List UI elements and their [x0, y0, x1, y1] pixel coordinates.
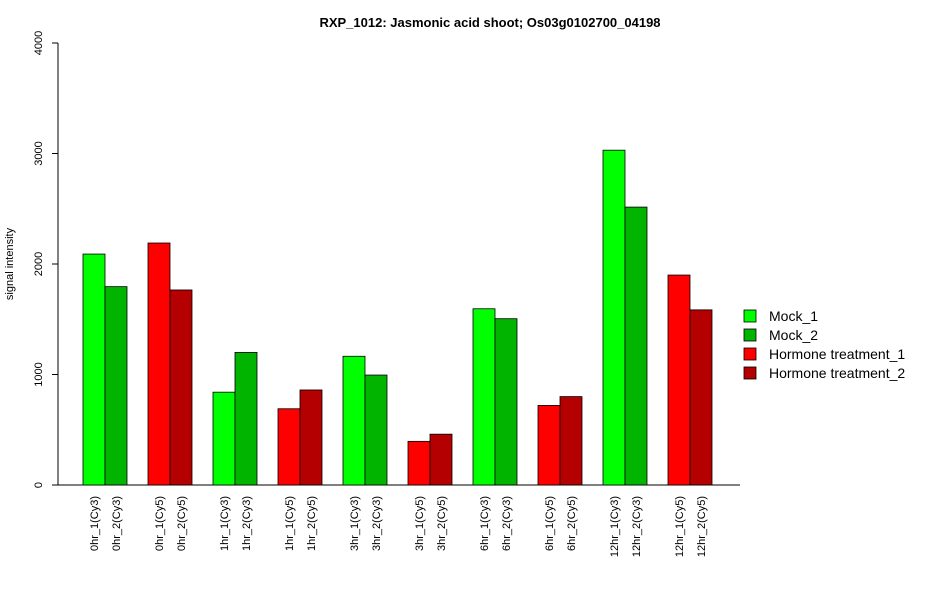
- x-tick-label: 3hr_1(Cy5): [414, 496, 426, 551]
- bar: [299, 389, 323, 486]
- x-tick-label: 3hr_2(Cy3): [371, 496, 383, 551]
- bar: [407, 440, 431, 486]
- x-tick-label: 1hr_2(Cy3): [241, 496, 253, 551]
- legend: Mock_1 Mock_2 Hormone treatment_1 Hormone t…: [743, 308, 905, 381]
- bar: [537, 405, 561, 486]
- bar: [277, 408, 301, 486]
- legend-swatch: [743, 328, 757, 342]
- legend-label: Mock_2: [769, 327, 818, 343]
- bar: [169, 289, 193, 486]
- bar: [559, 396, 583, 486]
- bar: [429, 433, 453, 486]
- y-axis: 0 1000 2000 3000 4000: [33, 31, 59, 488]
- bar: [667, 274, 691, 486]
- bar: [234, 351, 258, 486]
- x-tick-label: 6hr_2(Cy3): [501, 496, 513, 551]
- bar: [104, 286, 128, 486]
- x-tick-label: 12hr_1(Cy5): [674, 496, 686, 557]
- y-tick-label: 2000: [33, 252, 45, 276]
- x-tick-label: 6hr_1(Cy3): [479, 496, 491, 551]
- bar: [82, 253, 106, 486]
- bars: [82, 149, 713, 486]
- y-tick-label: 1000: [33, 362, 45, 386]
- x-tick-label: 1hr_1(Cy5): [284, 496, 296, 551]
- x-tick-label: 3hr_2(Cy5): [436, 496, 448, 551]
- bar: [494, 318, 518, 486]
- x-tick-labels: 0hr_1(Cy3) 0hr_2(Cy3) 0hr_1(Cy5) 0hr_2(Cy5)…: [89, 496, 708, 557]
- x-tick-label: 0hr_1(Cy3): [89, 496, 101, 551]
- bar: [212, 391, 236, 486]
- bar: [602, 149, 626, 486]
- y-tick-label: 0: [33, 482, 45, 488]
- x-tick-label: 3hr_1(Cy3): [349, 496, 361, 551]
- x-tick-label: 12hr_2(Cy3): [631, 496, 643, 557]
- x-tick-label: 0hr_1(Cy5): [154, 496, 166, 551]
- chart-title: RXP_1012: Jasmonic acid shoot; Os03g0102…: [319, 15, 660, 30]
- legend-swatch: [743, 347, 757, 361]
- y-axis-label: signal intensity: [4, 227, 16, 300]
- x-tick-label: 12hr_1(Cy3): [609, 496, 621, 557]
- y-tick-label: 4000: [33, 31, 45, 55]
- bar: [472, 308, 496, 486]
- legend-label: Hormone treatment_2: [769, 365, 905, 381]
- bar: [342, 355, 366, 486]
- x-tick-label: 1hr_1(Cy3): [219, 496, 231, 551]
- legend-label: Hormone treatment_1: [769, 346, 905, 362]
- x-tick-label: 12hr_2(Cy5): [696, 496, 708, 557]
- legend-swatch: [743, 366, 757, 380]
- x-tick-label: 6hr_2(Cy5): [566, 496, 578, 551]
- x-tick-label: 0hr_2(Cy3): [111, 496, 123, 551]
- bar: [689, 309, 713, 486]
- y-tick-label: 3000: [33, 141, 45, 165]
- bar: [364, 374, 388, 486]
- x-tick-label: 0hr_2(Cy5): [176, 496, 188, 551]
- bar: [147, 242, 171, 486]
- legend-label: Mock_1: [769, 308, 818, 324]
- bar: [624, 206, 648, 486]
- x-tick-label: 1hr_2(Cy5): [306, 496, 318, 551]
- legend-swatch: [743, 309, 757, 323]
- x-tick-label: 6hr_1(Cy5): [544, 496, 556, 551]
